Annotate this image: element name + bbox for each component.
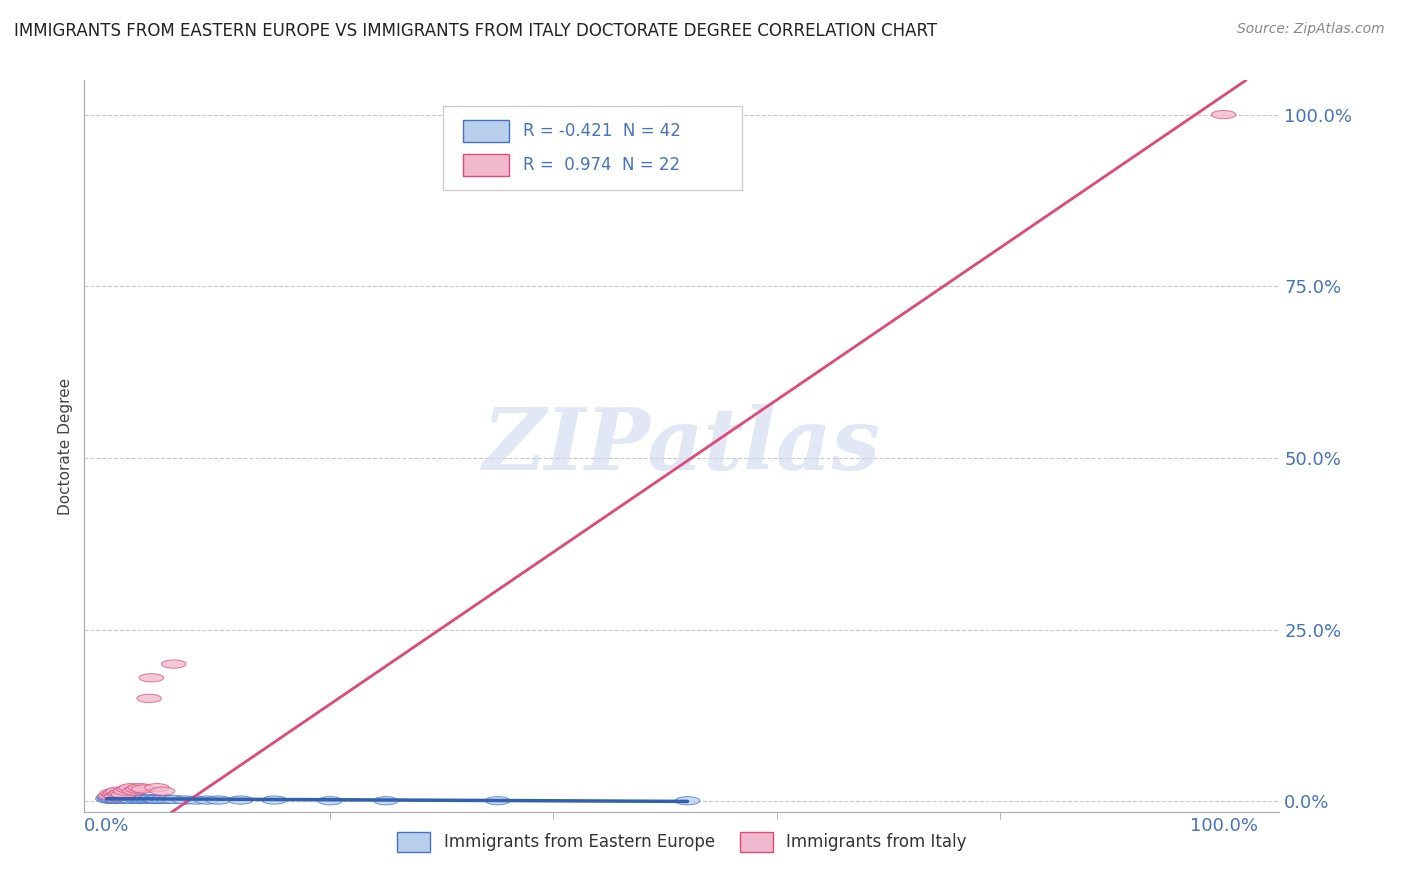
Ellipse shape (318, 797, 343, 805)
Ellipse shape (136, 796, 162, 804)
Ellipse shape (104, 792, 129, 801)
Ellipse shape (105, 796, 131, 804)
Ellipse shape (162, 796, 186, 804)
FancyBboxPatch shape (463, 120, 509, 142)
Ellipse shape (122, 794, 146, 802)
Ellipse shape (184, 796, 208, 805)
Text: ZIPatlas: ZIPatlas (482, 404, 882, 488)
Ellipse shape (128, 795, 152, 803)
Ellipse shape (675, 797, 700, 805)
Ellipse shape (100, 796, 125, 804)
Text: R = -0.421  N = 42: R = -0.421 N = 42 (523, 122, 681, 140)
Ellipse shape (1212, 111, 1236, 119)
Ellipse shape (108, 794, 132, 802)
Ellipse shape (105, 792, 131, 801)
Text: R =  0.974  N = 22: R = 0.974 N = 22 (523, 156, 681, 174)
Ellipse shape (98, 792, 122, 800)
Ellipse shape (125, 796, 150, 804)
Ellipse shape (156, 796, 180, 804)
Ellipse shape (117, 785, 142, 793)
Ellipse shape (195, 796, 219, 805)
Ellipse shape (162, 660, 186, 668)
Ellipse shape (114, 796, 138, 804)
Ellipse shape (142, 796, 167, 804)
Y-axis label: Doctorate Degree: Doctorate Degree (58, 377, 73, 515)
Ellipse shape (122, 787, 146, 796)
Ellipse shape (207, 796, 231, 805)
Ellipse shape (139, 795, 163, 803)
Ellipse shape (262, 796, 287, 805)
Ellipse shape (100, 789, 125, 797)
Ellipse shape (101, 795, 125, 803)
Ellipse shape (145, 783, 169, 792)
Ellipse shape (111, 793, 136, 801)
Ellipse shape (131, 785, 156, 793)
Ellipse shape (108, 795, 134, 803)
Legend: Immigrants from Eastern Europe, Immigrants from Italy: Immigrants from Eastern Europe, Immigran… (391, 826, 973, 858)
Ellipse shape (96, 795, 120, 803)
Ellipse shape (108, 789, 134, 797)
Ellipse shape (125, 785, 150, 793)
Ellipse shape (103, 790, 127, 798)
Ellipse shape (139, 673, 163, 681)
Ellipse shape (114, 794, 139, 802)
Ellipse shape (150, 796, 174, 804)
Ellipse shape (128, 783, 152, 792)
Ellipse shape (131, 796, 156, 804)
Ellipse shape (136, 694, 162, 703)
Ellipse shape (145, 796, 169, 804)
Ellipse shape (114, 787, 138, 796)
Ellipse shape (104, 794, 128, 802)
FancyBboxPatch shape (443, 106, 742, 190)
FancyBboxPatch shape (463, 153, 509, 176)
Ellipse shape (120, 783, 143, 792)
Ellipse shape (150, 787, 174, 796)
Ellipse shape (117, 795, 142, 803)
Ellipse shape (485, 797, 510, 805)
Ellipse shape (134, 795, 157, 803)
Ellipse shape (100, 792, 125, 801)
Ellipse shape (104, 789, 128, 797)
Ellipse shape (98, 794, 124, 802)
Ellipse shape (103, 793, 127, 801)
Text: IMMIGRANTS FROM EASTERN EUROPE VS IMMIGRANTS FROM ITALY DOCTORATE DEGREE CORRELA: IMMIGRANTS FROM EASTERN EUROPE VS IMMIGR… (14, 22, 938, 40)
Ellipse shape (105, 787, 131, 796)
Ellipse shape (173, 796, 197, 805)
Ellipse shape (228, 796, 253, 805)
Ellipse shape (97, 793, 121, 801)
Ellipse shape (104, 795, 129, 803)
Text: Source: ZipAtlas.com: Source: ZipAtlas.com (1237, 22, 1385, 37)
Ellipse shape (111, 790, 136, 798)
Ellipse shape (120, 796, 143, 804)
Ellipse shape (98, 792, 122, 800)
Ellipse shape (108, 790, 132, 798)
Ellipse shape (98, 796, 122, 804)
Ellipse shape (374, 797, 398, 805)
